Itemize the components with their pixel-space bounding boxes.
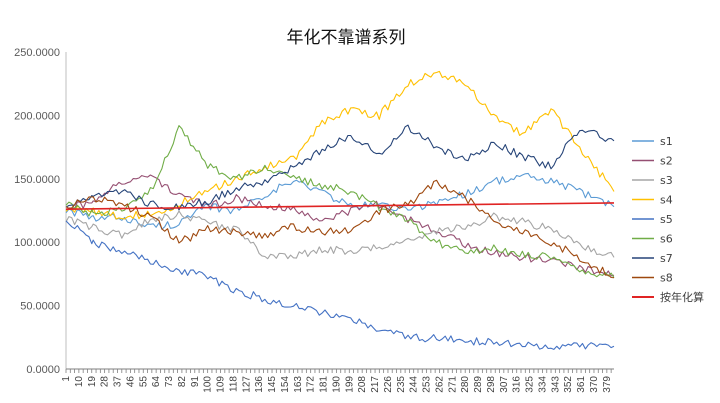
x-tick-label: 316 bbox=[512, 376, 523, 393]
x-tick-label: 10 bbox=[74, 376, 85, 388]
series-line-3 bbox=[65, 210, 615, 260]
y-tick-label: 250.0000 bbox=[14, 47, 60, 59]
series-line-1 bbox=[65, 172, 615, 230]
legend-label: s7 bbox=[660, 252, 673, 265]
x-tick-label: 118 bbox=[228, 376, 239, 392]
x-tick-label: 37 bbox=[113, 376, 124, 388]
x-tick-label: 181 bbox=[319, 376, 330, 393]
x-tick-label: 235 bbox=[396, 376, 407, 393]
x-tick-label: 91 bbox=[190, 376, 201, 388]
series-line-4 bbox=[65, 70, 615, 220]
series-lines bbox=[65, 70, 615, 350]
x-tick-label: 244 bbox=[409, 376, 420, 393]
x-tick-label: 298 bbox=[486, 376, 497, 393]
y-tick-label: 50.0000 bbox=[20, 301, 60, 313]
series-line-9 bbox=[65, 202, 615, 210]
y-tick-label: 200.0000 bbox=[14, 110, 60, 122]
legend: s1 s2 s3 s4 s5 s6 s7 s8 按年化算 bbox=[632, 135, 704, 304]
x-tick-label: 217 bbox=[370, 376, 381, 393]
x-tick-label: 379 bbox=[602, 376, 613, 393]
legend-label: s8 bbox=[660, 272, 673, 285]
x-tick-label: 73 bbox=[164, 376, 175, 388]
x-tick-label: 325 bbox=[525, 376, 536, 393]
x-axis: 1 10 19 28 37 46 55 64 73 82 91 100 109 118 127 136 145 1… bbox=[61, 368, 614, 393]
legend-label: 按年化算 bbox=[660, 290, 704, 304]
series-line-8 bbox=[65, 179, 615, 279]
y-axis: 0.0000 50.0000 100.0000 150.0000 200.0000 250… bbox=[14, 47, 67, 376]
x-tick-label: 1 bbox=[61, 376, 72, 382]
x-tick-label: 145 bbox=[267, 376, 278, 393]
series-line-5 bbox=[65, 220, 615, 350]
x-tick-label: 352 bbox=[563, 376, 574, 393]
x-tick-label: 28 bbox=[100, 376, 111, 388]
x-tick-label: 136 bbox=[254, 376, 265, 393]
x-tick-label: 154 bbox=[280, 376, 291, 393]
x-tick-label: 190 bbox=[331, 376, 342, 393]
x-tick-label: 280 bbox=[460, 376, 471, 393]
x-tick-label: 19 bbox=[87, 376, 98, 388]
x-tick-label: 55 bbox=[138, 376, 149, 388]
series-line-7 bbox=[65, 124, 615, 211]
x-tick-label: 64 bbox=[151, 376, 162, 388]
x-tick-label: 253 bbox=[422, 376, 433, 393]
y-tick-label: 0.0000 bbox=[26, 364, 60, 376]
x-tick-label: 127 bbox=[241, 376, 252, 393]
chart-title: 年化不靠谱系列 bbox=[287, 28, 406, 48]
x-tick-label: 289 bbox=[473, 376, 484, 393]
x-tick-label: 343 bbox=[550, 376, 561, 393]
x-tick-label: 307 bbox=[499, 376, 510, 393]
x-tick-label: 199 bbox=[344, 376, 355, 393]
x-tick-label: 226 bbox=[383, 376, 394, 393]
x-tick-label: 109 bbox=[216, 376, 227, 393]
x-tick-label: 46 bbox=[125, 376, 136, 388]
legend-label: s1 bbox=[660, 135, 673, 148]
x-tick-label: 82 bbox=[177, 376, 188, 388]
legend-label: s2 bbox=[660, 155, 673, 168]
x-tick-label: 361 bbox=[576, 376, 587, 393]
legend-label: s3 bbox=[660, 174, 673, 187]
legend-label: s6 bbox=[660, 233, 673, 246]
x-tick-label: 100 bbox=[203, 376, 214, 393]
x-tick-label: 334 bbox=[537, 376, 548, 393]
x-tick-label: 208 bbox=[357, 376, 368, 393]
x-tick-label: 172 bbox=[306, 376, 317, 393]
series-line-6 bbox=[65, 125, 615, 278]
x-tick-label: 262 bbox=[434, 376, 445, 393]
y-tick-label: 100.0000 bbox=[14, 237, 60, 249]
x-tick-label: 271 bbox=[447, 376, 458, 393]
x-tick-label: 163 bbox=[293, 376, 304, 393]
legend-label: s4 bbox=[660, 194, 673, 207]
series-line-2 bbox=[65, 174, 615, 277]
x-tick-label: 370 bbox=[589, 376, 600, 393]
legend-label: s5 bbox=[660, 213, 673, 226]
y-tick-label: 150.0000 bbox=[14, 174, 60, 186]
